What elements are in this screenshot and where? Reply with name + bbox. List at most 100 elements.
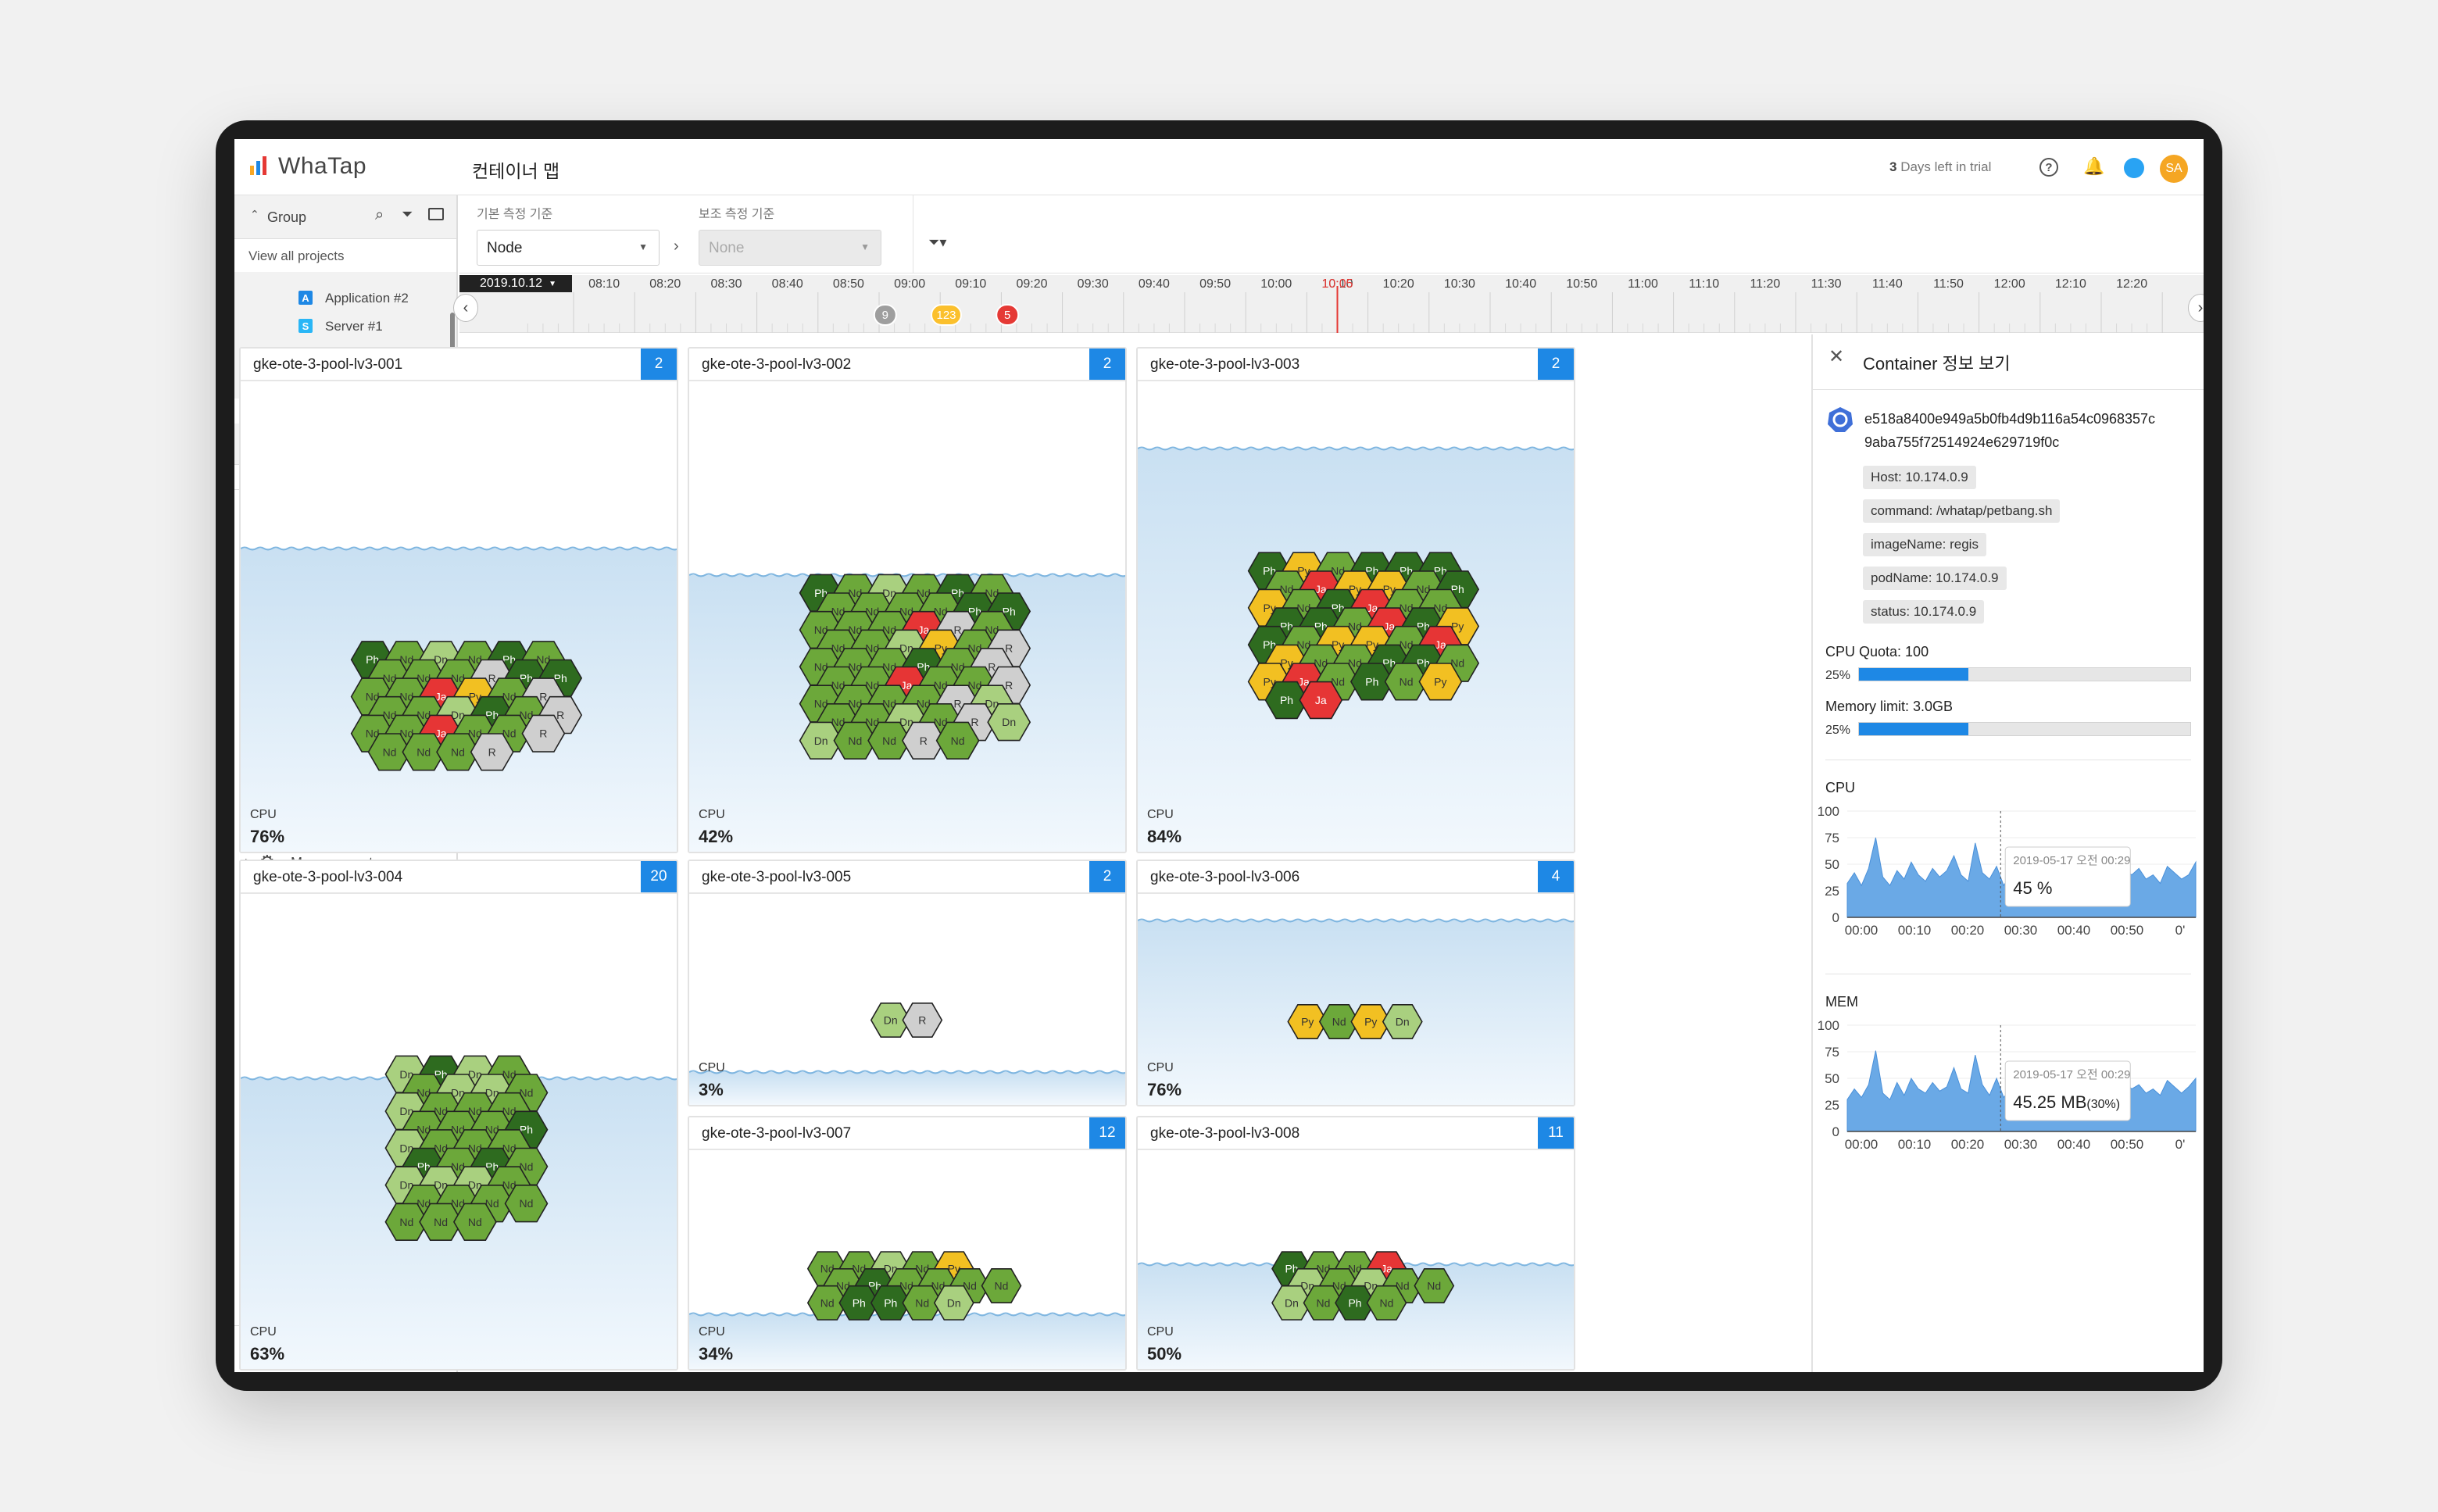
cpu-chart[interactable]: 100 75 50 25 0 00:00 00:10 00:20 00:30 00:40 00:50…: [1813, 800, 2204, 941]
filter-dropdown-icon[interactable]: ⏷▾: [928, 234, 947, 250]
add-folder-icon[interactable]: [428, 208, 444, 220]
hex-container-dn[interactable]: Dn: [799, 721, 843, 760]
node-count-badge[interactable]: 12: [1089, 1117, 1125, 1149]
hex-container-nd[interactable]: Nd: [1318, 1004, 1360, 1039]
hex-container-nd[interactable]: Nd: [806, 1285, 848, 1321]
hex-container-nd[interactable]: Nd: [867, 721, 912, 760]
hex-container-dn[interactable]: Dn: [987, 702, 1031, 742]
node-card[interactable]: Ph Nd Nd Ja Dn Nd Dn Nd Nd Dn Nd Ph Nd gke-ote-3-pool…: [1136, 1116, 1575, 1371]
hex-container-r[interactable]: R: [521, 714, 566, 752]
node-title[interactable]: gke-ote-3-pool-lv3-006: [1150, 869, 1300, 885]
node-title[interactable]: gke-ote-3-pool-lv3-004: [253, 869, 403, 885]
hex-container-r[interactable]: R: [470, 733, 514, 771]
tree-item-application-2[interactable]: A Application #2: [234, 286, 456, 311]
mem-chart[interactable]: 100 75 50 25 0 00:00 00:10 00:20 00:30 00:40 00:50…: [1813, 1014, 2204, 1155]
timeline-label: 12:10: [2055, 277, 2086, 291]
node-card[interactable]: Ph Py Nd Ph Ph Ph Nd Ja Py Py Nd Ph Py Nd Ph Ja Nd Nd Ph Ph…: [1136, 347, 1575, 853]
timeline-label: 08:40: [772, 277, 803, 291]
svg-text:Nd: Nd: [1396, 1280, 1410, 1292]
timeline-event-badge[interactable]: 9: [873, 304, 897, 326]
hex-container-ph[interactable]: Ph: [1349, 663, 1394, 701]
tree-scrollbar[interactable]: [450, 313, 455, 380]
node-count-badge[interactable]: 2: [1089, 349, 1125, 380]
hex-container-dn[interactable]: Dn: [870, 1003, 911, 1038]
node-title[interactable]: gke-ote-3-pool-lv3-007: [702, 1125, 852, 1142]
hex-container-nd[interactable]: Nd: [402, 733, 446, 771]
hex-container-ph[interactable]: Ph: [870, 1285, 911, 1321]
hex-container-nd[interactable]: Nd: [902, 1285, 943, 1321]
avatar[interactable]: SA: [2160, 155, 2188, 183]
timeline-event-badge[interactable]: 123: [931, 304, 963, 326]
node-title[interactable]: gke-ote-3-pool-lv3-008: [1150, 1125, 1300, 1142]
hex-container-nd[interactable]: Nd: [1366, 1285, 1407, 1321]
timeline: 08:0008:1008:2008:3008:4008:5009:0009:10…: [453, 275, 2204, 333]
hex-container-nd[interactable]: Nd: [452, 1203, 497, 1242]
node-card[interactable]: Ph Nd Dn Nd Ph Nd Nd Nd Nd Nd Ph Ph Nd Nd Nd Ja R Nd Nd Nd D…: [688, 347, 1127, 853]
view-all-projects[interactable]: View all projects: [248, 248, 345, 263]
panel-title: Container 정보 보기: [1863, 354, 2011, 374]
logo[interactable]: WhaTap: [278, 153, 367, 179]
filter-icon[interactable]: ⏷: [402, 206, 413, 222]
hex-container-nd[interactable]: Nd: [436, 733, 480, 771]
hex-container-ja[interactable]: Ja: [1299, 681, 1343, 720]
timeline-event-badge[interactable]: 5: [996, 304, 1020, 326]
timeline-date-picker[interactable]: 2019.10.12 ▼: [459, 275, 572, 292]
node-card[interactable]: Ph Nd Dn Nd Ph Nd Nd Nd Nd R Ph Ph Nd Nd Ja Py Nd R Nd Nd Dn…: [239, 347, 678, 853]
node-count-badge[interactable]: 2: [641, 349, 677, 380]
hex-container-dn[interactable]: Dn: [933, 1285, 974, 1321]
hex-container-nd[interactable]: Nd: [504, 1184, 549, 1223]
svg-text:R: R: [556, 709, 564, 721]
cpu-label: CPU: [250, 808, 277, 821]
primary-select[interactable]: Node ▼: [477, 230, 660, 266]
hex-container-dn[interactable]: Dn: [1382, 1004, 1423, 1039]
node-count-badge[interactable]: 4: [1538, 861, 1574, 892]
close-icon[interactable]: ✕: [1828, 346, 1845, 367]
hex-container-r[interactable]: R: [901, 721, 946, 760]
secondary-select[interactable]: None ▼: [699, 230, 881, 266]
node-card[interactable]: Dn Ph Dn Nd Nd Dn Dn Nd Dn Nd Nd Nd Nd Nd Nd Ph Dn Nd Nd Nd…: [239, 860, 678, 1371]
hex-container-ph[interactable]: Ph: [1264, 681, 1309, 720]
node-count-badge[interactable]: 2: [1089, 861, 1125, 892]
svg-text:Ph: Ph: [520, 672, 533, 685]
group-label[interactable]: Group: [267, 209, 307, 225]
hex-container-nd[interactable]: Nd: [935, 721, 980, 760]
hex-container-nd[interactable]: Nd: [419, 1203, 463, 1242]
svg-text:Py: Py: [1383, 583, 1396, 595]
hex-container-r[interactable]: R: [902, 1003, 943, 1038]
hex-container-nd[interactable]: Nd: [833, 721, 878, 760]
hex-container-py[interactable]: Py: [1287, 1004, 1328, 1039]
chat-icon[interactable]: [2124, 158, 2144, 178]
hex-container-py[interactable]: Py: [1350, 1004, 1392, 1039]
svg-text:Ph: Ph: [1332, 602, 1345, 614]
hex-container-nd[interactable]: Nd: [1414, 1268, 1455, 1303]
node-title[interactable]: gke-ote-3-pool-lv3-001: [253, 356, 403, 373]
node-count-badge[interactable]: 2: [1538, 349, 1574, 380]
node-title[interactable]: gke-ote-3-pool-lv3-002: [702, 356, 852, 373]
memory-limit-pct: 25%: [1825, 724, 1851, 737]
trial-notice[interactable]: 3 Days left in trial: [1889, 159, 1991, 175]
node-count-badge[interactable]: 20: [641, 861, 677, 892]
hex-container-nd[interactable]: Nd: [981, 1268, 1022, 1303]
hex-container-nd[interactable]: Nd: [384, 1203, 429, 1242]
svg-text:Nd: Nd: [1348, 657, 1362, 670]
bell-icon[interactable]: 🔔: [2083, 156, 2105, 176]
node-card[interactable]: Nd Nd Dn Nd Py Nd Ph Nd Nd Nd Nd Nd Ph Ph Nd Dn gke-ote-…: [688, 1116, 1127, 1371]
node-title[interactable]: gke-ote-3-pool-lv3-003: [1150, 356, 1300, 373]
node-count-badge[interactable]: 11: [1538, 1117, 1574, 1149]
hex-container-nd[interactable]: Nd: [1384, 663, 1428, 701]
help-icon[interactable]: ?: [2039, 158, 2058, 177]
search-icon[interactable]: ⌕: [375, 206, 384, 223]
hex-container-py[interactable]: Py: [1418, 663, 1463, 701]
chevron-up-icon[interactable]: ⌃: [250, 208, 259, 220]
hex-container-ph[interactable]: Ph: [1335, 1285, 1375, 1321]
timeline-prev-button[interactable]: ‹: [453, 294, 478, 322]
hex-container-ph[interactable]: Ph: [838, 1285, 880, 1321]
tree-item-server-1[interactable]: S Server #1: [234, 314, 456, 339]
hex-container-nd[interactable]: Nd: [1303, 1285, 1344, 1321]
hex-container-nd[interactable]: Nd: [367, 733, 412, 771]
hex-container-dn[interactable]: Dn: [1271, 1285, 1312, 1321]
node-card[interactable]: Py Nd Py Dn gke-ote-3-pool-lv3-006 4 CPU 76%: [1136, 860, 1575, 1106]
timeline-ruler[interactable]: 08:0008:1008:2008:3008:4008:5009:0009:10…: [459, 275, 2204, 333]
node-title[interactable]: gke-ote-3-pool-lv3-005: [702, 869, 852, 885]
